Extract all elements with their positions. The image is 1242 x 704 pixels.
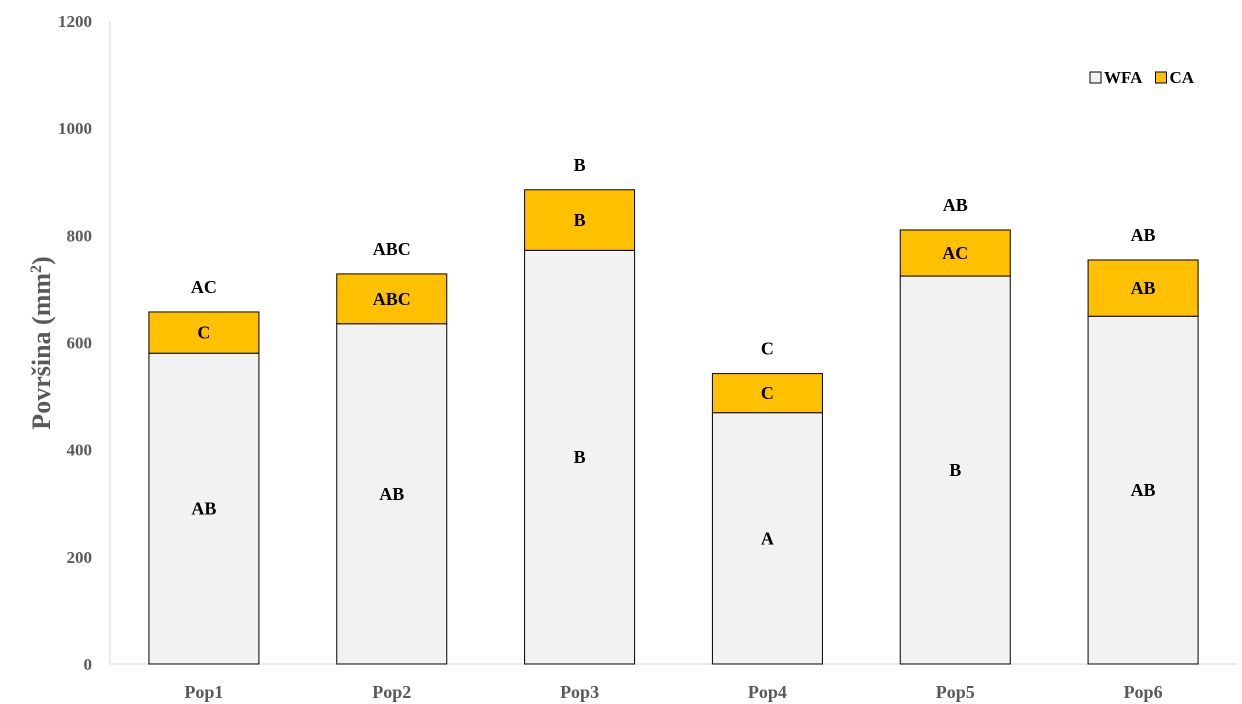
y-tick-label: 400 (67, 441, 93, 460)
axes: 0 200 400 600 800 1000 1200 Pop1 Pop2 Pop3 Pop4 Pop… (58, 12, 1237, 702)
x-tick-label: Pop2 (372, 682, 411, 702)
segment-data-label: AB (191, 499, 216, 519)
y-axis-title-base: Površina (mm (27, 273, 56, 430)
legend-label-ca: CA (1170, 68, 1195, 87)
bar-segment-wfa (524, 249, 636, 665)
segment-data-label: B (574, 447, 586, 467)
x-tick-label: Pop6 (1124, 682, 1163, 702)
y-tick-label: 200 (67, 548, 93, 567)
segment-data-label: B (574, 210, 586, 230)
x-tick-label: Pop3 (560, 682, 599, 702)
y-tick-label: 0 (84, 655, 93, 674)
y-axis-title: Površina (mm2) (27, 256, 56, 429)
y-tick-label: 600 (67, 334, 93, 353)
segment-data-label: C (197, 323, 210, 343)
segment-data-label: AC (942, 243, 968, 263)
y-tick-label: 800 (67, 226, 93, 245)
total-data-label: B (574, 155, 586, 175)
segment-data-label: A (761, 528, 774, 548)
bar-segment-ca (148, 311, 260, 354)
bars (148, 189, 1199, 665)
segment-data-label: AB (1131, 278, 1156, 298)
x-tick-label: Pop5 (936, 682, 975, 702)
legend-swatch-ca (1155, 71, 1167, 84)
total-data-label: ABC (373, 239, 411, 259)
y-axis-title-end: ) (27, 256, 56, 265)
bar-segment-wfa (899, 275, 1011, 665)
total-data-label: C (761, 339, 774, 359)
segment-data-label: C (761, 383, 774, 403)
bar-segment-ca (711, 373, 823, 414)
y-axis-title-text: Površina (mm2) (27, 256, 56, 429)
segment-data-label: B (949, 460, 961, 480)
legend: WFA CA (1089, 68, 1195, 87)
x-tick-label: Pop1 (184, 682, 223, 702)
segment-data-label: ABC (373, 289, 411, 309)
bar-segment-wfa (336, 323, 448, 665)
bar-segment-ca (336, 273, 448, 325)
segment-data-label: AB (379, 484, 404, 504)
bar-segment-wfa (148, 352, 260, 665)
bar-segment-ca (1087, 259, 1199, 317)
total-data-label: AB (1131, 225, 1156, 245)
bar-segment-ca (899, 229, 1011, 277)
total-data-label: AB (943, 195, 968, 215)
total-data-label: AC (191, 277, 217, 297)
legend-swatch-wfa (1089, 71, 1102, 84)
y-axis-title-superscript: 2 (28, 265, 45, 273)
y-tick-label: 1000 (58, 119, 92, 138)
segment-data-label: AB (1131, 480, 1156, 500)
legend-label-wfa: WFA (1104, 68, 1143, 87)
bar-segment-wfa (711, 412, 823, 665)
x-tick-label: Pop4 (748, 682, 787, 702)
bar-segment-ca (524, 189, 636, 251)
y-tick-label: 1200 (58, 12, 92, 31)
bar-segment-wfa (1087, 315, 1199, 665)
